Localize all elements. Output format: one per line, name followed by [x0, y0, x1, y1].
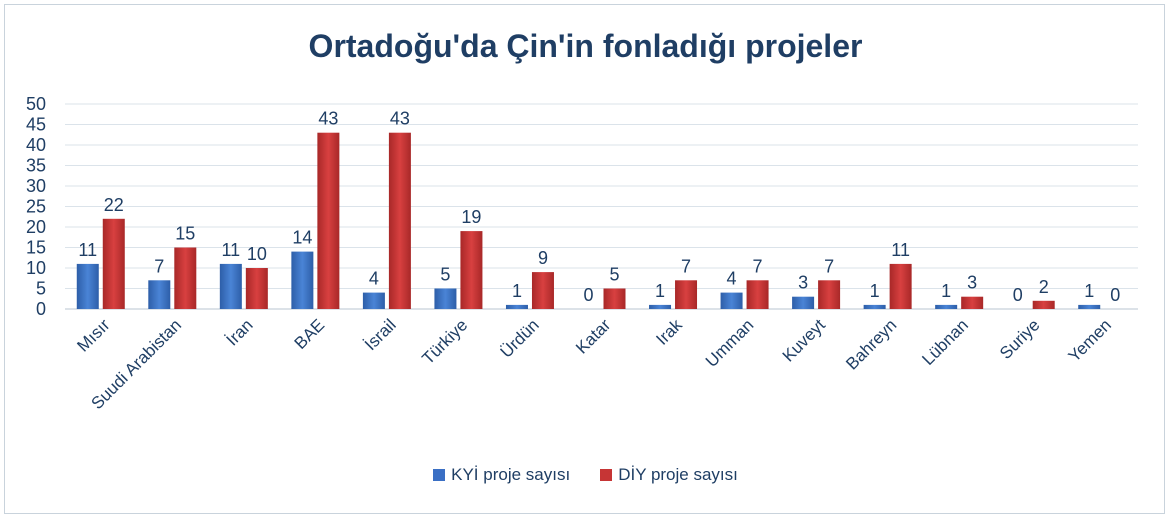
legend-swatch-kyi — [433, 469, 446, 481]
value-label-diy: 7 — [681, 256, 691, 276]
legend-swatch-diy — [600, 469, 613, 481]
category-label: İran — [223, 315, 257, 349]
category-label: Mısır — [73, 315, 113, 355]
legend-label-kyi: KYİ proje sayısı — [451, 465, 571, 484]
value-label-diy: 7 — [753, 256, 763, 276]
bar-kyi — [362, 292, 385, 309]
legend-item-kyi: KYİ proje sayısı — [433, 465, 570, 485]
bar-diy — [746, 280, 769, 309]
category-label: Lübnan — [918, 315, 972, 369]
value-label-diy: 9 — [538, 248, 548, 268]
y-tick-label: 15 — [26, 238, 46, 258]
category-label: BAE — [291, 315, 328, 352]
category-label: Irak — [652, 315, 686, 349]
value-label-kyi: 5 — [440, 265, 450, 285]
value-label-kyi: 1 — [512, 281, 522, 301]
value-label-kyi: 0 — [583, 285, 593, 305]
value-label-diy: 7 — [824, 256, 834, 276]
y-tick-label: 35 — [26, 156, 46, 176]
chart-title: Ortadoğu'da Çin'in fonladığı projeler — [308, 28, 863, 64]
y-tick-label: 50 — [26, 94, 46, 114]
value-label-kyi: 4 — [369, 269, 379, 289]
bar-diy — [531, 272, 554, 309]
y-tick-label: 40 — [26, 135, 46, 155]
category-label: Kuveyt — [779, 315, 829, 365]
bar-diy — [818, 280, 841, 309]
y-tick-label: 20 — [26, 217, 46, 237]
value-label-kyi: 1 — [870, 281, 880, 301]
value-label-kyi: 14 — [292, 228, 312, 248]
value-label-kyi: 11 — [78, 240, 97, 260]
value-label-kyi: 7 — [154, 256, 164, 276]
chart-frame — [4, 4, 1165, 514]
bar-diy — [388, 132, 411, 309]
value-label-kyi: 0 — [1013, 285, 1023, 305]
bar-diy — [1032, 300, 1055, 309]
bar-kyi — [792, 296, 815, 309]
category-label: Ürdün — [497, 315, 543, 361]
value-label-diy: 11 — [891, 240, 910, 260]
y-tick-label: 25 — [26, 197, 46, 217]
value-label-diy: 0 — [1110, 285, 1120, 305]
value-label-kyi: 4 — [727, 269, 737, 289]
category-label: Umman — [702, 315, 758, 371]
legend-label-diy: DİY proje sayısı — [618, 465, 738, 484]
value-label-diy: 19 — [461, 207, 481, 227]
bar-kyi — [291, 251, 314, 309]
category-label: Yemen — [1065, 315, 1115, 365]
bar-kyi — [649, 304, 672, 309]
bar-kyi — [148, 280, 171, 309]
bar-diy — [460, 231, 483, 309]
bar-diy — [603, 288, 626, 309]
y-tick-label: 45 — [26, 115, 46, 135]
value-label-kyi: 1 — [655, 281, 665, 301]
value-label-diy: 43 — [318, 109, 338, 129]
bar-diy — [174, 247, 197, 309]
value-label-kyi: 11 — [221, 240, 240, 260]
bar-kyi — [863, 304, 886, 309]
value-label-diy: 5 — [609, 265, 619, 285]
bar-kyi — [505, 304, 528, 309]
value-label-diy: 3 — [967, 273, 977, 293]
value-label-diy: 15 — [175, 224, 195, 244]
value-label-diy: 10 — [247, 244, 267, 264]
value-label-diy: 43 — [390, 109, 410, 129]
y-tick-label: 10 — [26, 258, 46, 278]
bar-kyi — [720, 292, 743, 309]
bar-kyi — [935, 304, 958, 309]
bar-kyi — [76, 263, 99, 309]
bar-diy — [102, 218, 125, 309]
value-label-diy: 22 — [104, 195, 124, 215]
y-tick-label: 30 — [26, 176, 46, 196]
bar-kyi — [219, 263, 242, 309]
value-label-kyi: 1 — [1084, 281, 1094, 301]
y-tick-label: 5 — [36, 279, 46, 299]
legend-item-diy: DİY proje sayısı — [600, 465, 738, 485]
category-label: Türkiye — [418, 315, 471, 368]
bar-diy — [245, 268, 268, 309]
bar-diy — [889, 263, 912, 309]
category-label: Suriye — [996, 315, 1044, 363]
bar-kyi — [1078, 304, 1101, 309]
category-label: Katar — [572, 315, 614, 357]
bar-diy — [675, 280, 698, 309]
bar-kyi — [434, 288, 457, 309]
value-label-diy: 2 — [1039, 277, 1049, 297]
legend: KYİ proje sayısı DİY proje sayısı — [0, 465, 1171, 485]
category-label: Bahreyn — [842, 315, 900, 373]
y-tick-label: 0 — [36, 299, 46, 319]
category-label: İsrail — [361, 315, 400, 354]
value-label-kyi: 3 — [798, 273, 808, 293]
value-label-kyi: 1 — [941, 281, 951, 301]
bar-diy — [317, 132, 340, 309]
bar-diy — [961, 296, 984, 309]
